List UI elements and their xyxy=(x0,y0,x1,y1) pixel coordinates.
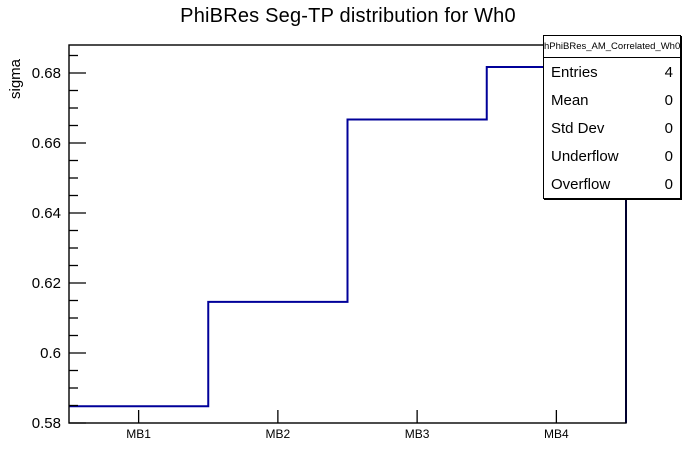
y-tick-label: 0.68 xyxy=(32,65,61,82)
stats-row: Underflow 0 xyxy=(544,143,680,171)
y-tick-label: 0.6 xyxy=(40,345,61,362)
stats-box: hPhiBRes_AM_Correlated_Wh0 Entries 4 Mean 0… xyxy=(543,35,681,199)
x-tick-label: MB1 xyxy=(126,427,151,441)
plot-title: PhiBRes Seg-TP distribution for Wh0 xyxy=(180,5,516,27)
stats-row-value: 0 xyxy=(664,148,673,166)
y-tick-label: 0.62 xyxy=(32,275,61,292)
stats-row-label: Underflow xyxy=(551,148,619,166)
stats-box-title: hPhiBRes_AM_Correlated_Wh0 xyxy=(544,36,680,58)
stats-row-label: Entries xyxy=(551,63,598,81)
stats-row-value: 0 xyxy=(664,91,673,109)
stats-row-label: Std Dev xyxy=(551,119,605,137)
stats-row: Entries 4 xyxy=(544,58,680,86)
stats-row: Overflow 0 xyxy=(544,171,680,199)
x-tick-label: MB3 xyxy=(405,427,430,441)
stats-row-value: 0 xyxy=(664,119,673,137)
y-tick-label: 0.64 xyxy=(32,205,61,222)
y-tick-label: 0.58 xyxy=(32,415,61,432)
x-tick-label: MB2 xyxy=(266,427,291,441)
stats-row-value: 4 xyxy=(664,63,673,81)
x-tick-label: MB4 xyxy=(544,427,569,441)
y-tick-label: 0.66 xyxy=(32,135,61,152)
plot-frame xyxy=(68,44,627,424)
stats-row: Std Dev 0 xyxy=(544,114,680,142)
stats-row: Mean 0 xyxy=(544,86,680,114)
stats-rows: Entries 4 Mean 0 Std Dev 0 Underflow 0 Overflow 0 xyxy=(544,58,680,199)
stats-row-label: Overflow xyxy=(551,176,611,194)
stats-row-value: 0 xyxy=(664,176,673,194)
stats-row-label: Mean xyxy=(551,91,589,109)
